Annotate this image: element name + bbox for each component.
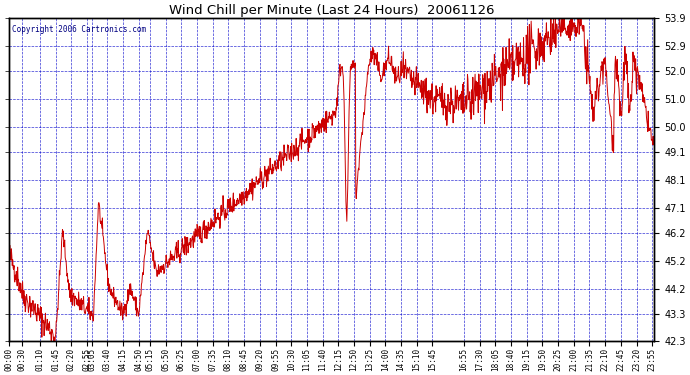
Title: Wind Chill per Minute (Last 24 Hours)  20061126: Wind Chill per Minute (Last 24 Hours) 20… xyxy=(169,4,494,17)
Text: Copyright 2006 Cartronics.com: Copyright 2006 Cartronics.com xyxy=(12,25,146,34)
